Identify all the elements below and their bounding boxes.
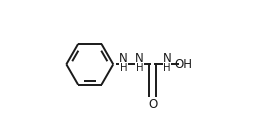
Text: OH: OH	[174, 58, 192, 71]
Text: N: N	[162, 52, 171, 65]
Text: H: H	[136, 63, 143, 73]
Text: N: N	[119, 52, 128, 65]
Text: H: H	[163, 63, 171, 73]
Text: H: H	[120, 63, 127, 73]
Text: O: O	[148, 98, 157, 111]
Text: N: N	[135, 52, 144, 65]
